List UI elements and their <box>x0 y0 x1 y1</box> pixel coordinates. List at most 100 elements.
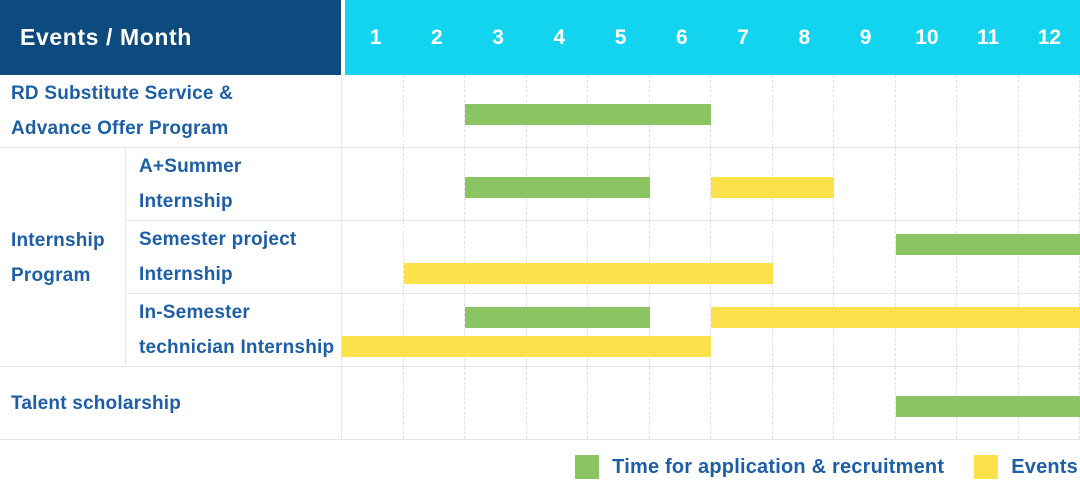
month-grid-cell <box>342 294 404 366</box>
row-label-line: Advance Offer Program <box>11 118 229 139</box>
month-grid-cell <box>711 221 773 293</box>
group-label-line: Internship <box>11 229 105 251</box>
month-grid-cell <box>1019 75 1080 147</box>
table-header-row: Events / Month 1 2 3 4 5 6 7 8 9 10 11 12 <box>0 0 1080 75</box>
month-grid-cell <box>404 75 465 147</box>
row-timeline-in-semester-technician-internship <box>341 294 1080 367</box>
month-grid-cell <box>957 294 1019 366</box>
legend-swatch-recruitment <box>575 455 600 479</box>
month-grid-cell <box>773 367 834 439</box>
row-label-line: Internship <box>139 264 233 285</box>
month-header-cell: 2 <box>431 25 443 49</box>
row-label-line: A+Summer <box>139 156 242 177</box>
events-month-header: Events / Month <box>0 0 341 75</box>
month-grid-cell <box>404 367 465 439</box>
month-grid-cell <box>465 367 527 439</box>
month-grid-cell <box>896 75 957 147</box>
month-grid-cell <box>773 221 834 293</box>
events-month-header-label: Events / Month <box>20 24 192 50</box>
month-grid-cell <box>465 221 527 293</box>
month-grid-cell <box>1019 148 1080 220</box>
legend: Time for application & recruitment Events <box>0 440 1080 494</box>
month-grid-cell <box>650 148 711 220</box>
gantt-row-rd-substitute-service: RD Substitute Service & Advance Offer Pro… <box>0 75 1080 148</box>
month-grid-cell <box>834 148 896 220</box>
month-header-cell: 1 <box>369 25 382 49</box>
month-grid-cell <box>650 221 711 293</box>
events-bar <box>342 336 711 357</box>
row-label-rd-substitute-service: RD Substitute Service & Advance Offer Pro… <box>0 75 341 148</box>
row-timeline-a-plus-summer-internship <box>341 148 1080 221</box>
row-label-semester-project-internship: Semester project Internship <box>125 221 341 294</box>
month-grid-cell <box>342 367 404 439</box>
group-spacer <box>0 294 125 367</box>
legend-item-events: Events <box>974 455 1078 479</box>
legend-label: Events <box>1011 455 1078 478</box>
gantt-row-talent-scholarship: Talent scholarship <box>0 367 1080 440</box>
recruitment-bar <box>465 177 650 198</box>
gantt-body: Internship Program RD Substitute Service … <box>0 75 1080 440</box>
gantt-row-a-plus-summer-internship: A+Summer Internship <box>0 148 1080 221</box>
legend-item-recruitment: Time for application & recruitment <box>575 455 944 479</box>
month-grid-cell <box>957 221 1019 293</box>
month-header-cell: 11 <box>977 25 1000 49</box>
month-grid-cell <box>342 148 404 220</box>
events-bar <box>711 307 1080 328</box>
month-grid-cell <box>650 294 711 366</box>
gantt-row-in-semester-technician-internship: In-Semester technician Internship <box>0 294 1080 367</box>
month-grid-cell <box>773 294 834 366</box>
month-grid-cell <box>650 367 711 439</box>
month-grid-cell <box>342 221 404 293</box>
month-header-cell: 3 <box>492 25 504 49</box>
month-header-cell: 10 <box>915 25 939 49</box>
month-header: 1 2 3 4 5 6 7 8 9 10 11 12 <box>345 0 1080 75</box>
group-label-line: Program <box>11 264 91 286</box>
month-grid-cell <box>404 294 465 366</box>
month-grid-cell <box>1019 294 1080 366</box>
month-grid-cell <box>834 221 896 293</box>
row-label-in-semester-technician-internship: In-Semester technician Internship <box>125 294 341 367</box>
row-label-line: Internship <box>139 191 233 212</box>
month-header-cell: 5 <box>614 25 627 49</box>
row-label-line: Talent scholarship <box>11 392 182 414</box>
month-grid-cell <box>404 221 465 293</box>
month-header-cell: 12 <box>1037 25 1062 49</box>
month-grid-cell <box>465 294 527 366</box>
month-grid-cell <box>711 367 773 439</box>
row-label-line: Semester project <box>139 229 297 250</box>
month-grid-cell <box>1019 221 1080 293</box>
month-grid-cell <box>527 221 588 293</box>
month-grid-cell <box>957 148 1019 220</box>
month-grid-cell <box>896 221 957 293</box>
month-header-cell: 8 <box>798 25 811 49</box>
events-bar <box>403 263 773 284</box>
month-grid-cell <box>588 294 650 366</box>
legend-label: Time for application & recruitment <box>612 455 945 478</box>
month-header-cell: 7 <box>737 25 749 49</box>
events-bar <box>711 177 834 198</box>
month-grid-cell <box>711 75 773 147</box>
month-grid-cell <box>834 294 896 366</box>
month-grid-cell <box>834 75 896 147</box>
month-header-cell: 6 <box>676 25 688 49</box>
row-label-line: In-Semester <box>139 302 250 323</box>
month-grid-cell <box>588 367 650 439</box>
row-label-a-plus-summer-internship: A+Summer Internship <box>125 148 341 221</box>
month-grid-cell <box>834 367 896 439</box>
month-grid-cell <box>588 221 650 293</box>
month-grid-cell <box>527 294 588 366</box>
row-label-line: RD Substitute Service & <box>11 83 234 104</box>
month-grid-cell <box>711 294 773 366</box>
month-grid-cell <box>957 75 1019 147</box>
row-label-line: technician Internship <box>139 337 335 358</box>
month-grid-cell <box>527 367 588 439</box>
month-grid-cell <box>342 75 404 147</box>
recruitment-bar <box>465 307 650 328</box>
row-timeline-rd-substitute-service <box>341 75 1080 148</box>
month-grid-cell <box>896 148 957 220</box>
month-grid-cell <box>404 148 465 220</box>
month-header-cell: 4 <box>553 25 566 49</box>
recruitment-bar <box>465 104 711 125</box>
header-divider <box>341 0 345 75</box>
